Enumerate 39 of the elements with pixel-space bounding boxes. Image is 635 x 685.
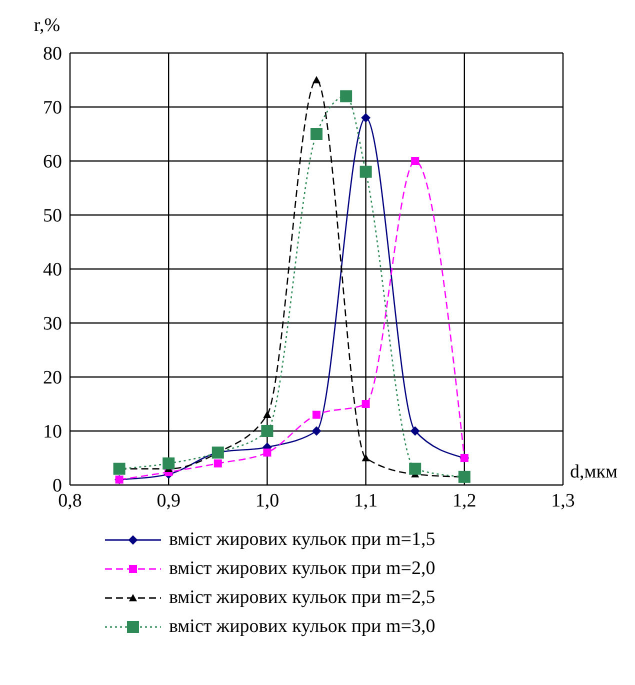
point xyxy=(410,426,420,436)
point xyxy=(263,448,272,457)
x-tick-label: 1,2 xyxy=(452,490,476,512)
x-axis-title: d,мкм xyxy=(570,462,618,483)
y-axis-title: r,% xyxy=(34,15,60,36)
point xyxy=(362,400,370,408)
point xyxy=(113,462,126,475)
y-tick-label: 20 xyxy=(43,368,62,389)
point xyxy=(310,128,322,140)
point xyxy=(261,425,274,437)
y-tick-label: 60 xyxy=(43,152,62,173)
point xyxy=(458,470,470,483)
y-tick-label: 30 xyxy=(43,314,62,335)
y-tick-label: 80 xyxy=(43,44,62,65)
legend-label: вміст жирових кульок при m=3,0 xyxy=(169,616,436,638)
y-tick-label: 70 xyxy=(43,98,62,119)
point xyxy=(312,76,320,84)
point xyxy=(312,426,321,436)
x-tick-label: 1,3 xyxy=(551,490,575,512)
legend-label: вміст жирових кульок при m=1,5 xyxy=(169,528,436,550)
legend-label: вміст жирових кульок при m=2,5 xyxy=(169,586,436,608)
y-tick-label: 50 xyxy=(43,206,62,227)
y-tick-label: 10 xyxy=(43,422,62,443)
x-tick-label: 0,8 xyxy=(58,490,82,512)
x-tick-label: 1,1 xyxy=(354,490,378,512)
point xyxy=(312,410,320,419)
x-tick-label: 1,0 xyxy=(255,490,280,512)
legend-label: вміст жирових кульок при m=2,0 xyxy=(169,558,436,580)
point xyxy=(162,457,175,470)
x-tick-label: 0,9 xyxy=(156,490,180,512)
point xyxy=(362,454,370,462)
point xyxy=(340,90,352,102)
point xyxy=(409,462,422,475)
point xyxy=(411,157,420,165)
y-tick-label: 40 xyxy=(43,260,62,281)
point xyxy=(361,113,370,122)
point xyxy=(360,166,372,178)
point xyxy=(214,459,222,468)
point xyxy=(263,410,272,418)
